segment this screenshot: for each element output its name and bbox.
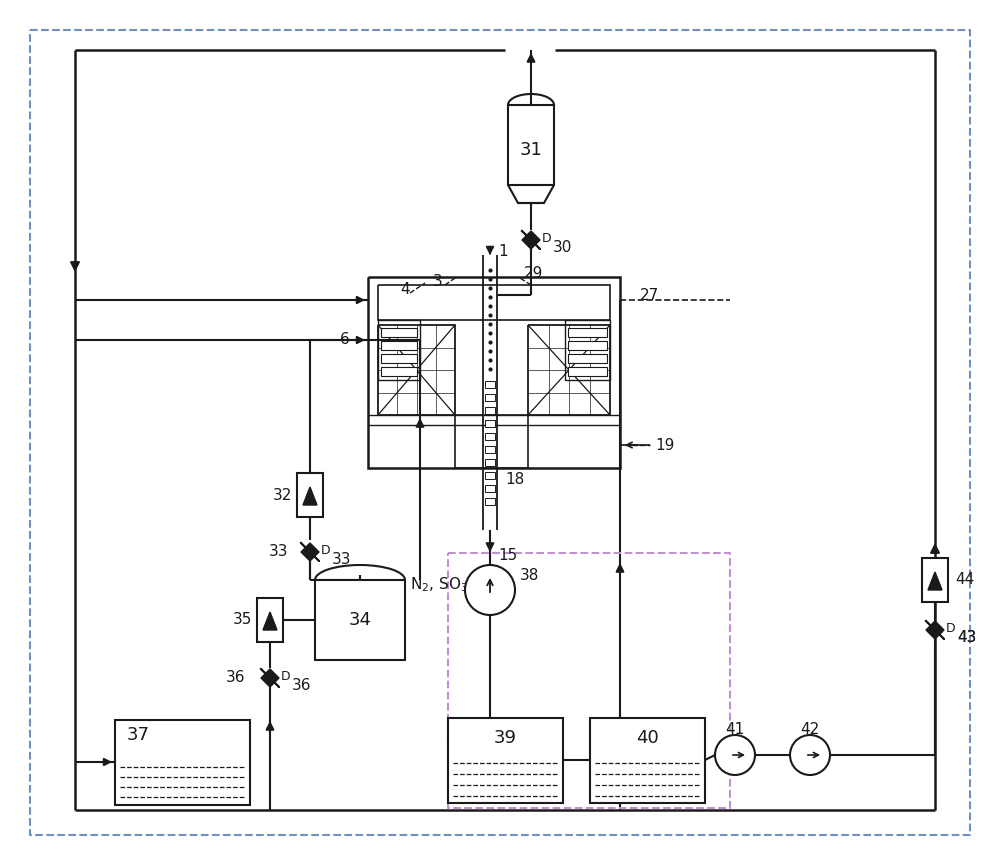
Text: D: D [542, 232, 552, 245]
Text: 4: 4 [400, 282, 410, 298]
Text: 41: 41 [725, 722, 745, 738]
Text: 35: 35 [233, 613, 252, 627]
Text: 29: 29 [524, 267, 543, 281]
Text: 1: 1 [498, 245, 508, 259]
Bar [257, 598, 283, 642]
Text: 37: 37 [127, 726, 150, 744]
Text: 27: 27 [640, 288, 659, 304]
Polygon shape [926, 621, 935, 639]
Bar [115, 720, 250, 805]
Text: 30: 30 [553, 240, 572, 256]
Polygon shape [935, 621, 944, 639]
Text: 31: 31 [520, 141, 542, 159]
Bar [590, 718, 705, 803]
Bar [381, 341, 417, 350]
Bar [485, 420, 495, 427]
Polygon shape [301, 543, 319, 561]
Text: 34: 34 [349, 611, 372, 629]
Bar [485, 407, 495, 414]
Text: 36: 36 [292, 679, 312, 693]
Text: D: D [281, 669, 291, 682]
Text: 32: 32 [273, 487, 292, 503]
Text: 3: 3 [433, 275, 443, 289]
Text: D: D [946, 621, 956, 635]
Circle shape [465, 565, 515, 615]
Polygon shape [303, 487, 317, 505]
Text: 43: 43 [957, 631, 976, 645]
Bar [485, 485, 495, 492]
Bar [381, 328, 417, 337]
Text: 19: 19 [655, 438, 674, 452]
Bar [568, 367, 607, 376]
Bar [922, 558, 948, 602]
Polygon shape [522, 231, 531, 249]
Bar [485, 433, 495, 440]
Text: 40: 40 [636, 729, 658, 747]
Bar [568, 341, 607, 350]
Bar [485, 446, 495, 453]
Bar [485, 459, 495, 466]
Bar [381, 367, 417, 376]
Polygon shape [263, 612, 277, 630]
Text: 44: 44 [955, 572, 974, 588]
Text: D: D [321, 543, 331, 557]
Polygon shape [261, 669, 279, 687]
Polygon shape [926, 621, 944, 639]
Polygon shape [928, 572, 942, 590]
Text: 38: 38 [520, 567, 539, 583]
Bar [568, 328, 607, 337]
Polygon shape [301, 543, 310, 561]
Polygon shape [531, 231, 540, 249]
Bar [568, 354, 607, 363]
Text: 6: 6 [340, 333, 350, 347]
Bar [485, 381, 495, 388]
Text: 33: 33 [332, 553, 352, 567]
Bar [448, 718, 563, 803]
Text: 36: 36 [226, 670, 245, 686]
Text: 33: 33 [268, 545, 288, 559]
Text: N$_2$, SO$_3$: N$_2$, SO$_3$ [410, 576, 468, 595]
Polygon shape [522, 231, 540, 249]
Bar [297, 473, 323, 517]
Bar [508, 105, 554, 185]
Circle shape [790, 735, 830, 775]
Bar [485, 472, 495, 479]
Bar [485, 394, 495, 401]
Bar [485, 498, 495, 505]
Bar [315, 580, 405, 660]
Polygon shape [261, 669, 270, 687]
Text: 18: 18 [505, 473, 524, 487]
Polygon shape [310, 543, 319, 561]
Text: 42: 42 [800, 722, 820, 738]
Circle shape [715, 735, 755, 775]
Bar [381, 354, 417, 363]
Text: 39: 39 [494, 729, 516, 747]
Text: 43: 43 [957, 631, 976, 645]
Text: 15: 15 [498, 547, 517, 563]
Polygon shape [270, 669, 279, 687]
